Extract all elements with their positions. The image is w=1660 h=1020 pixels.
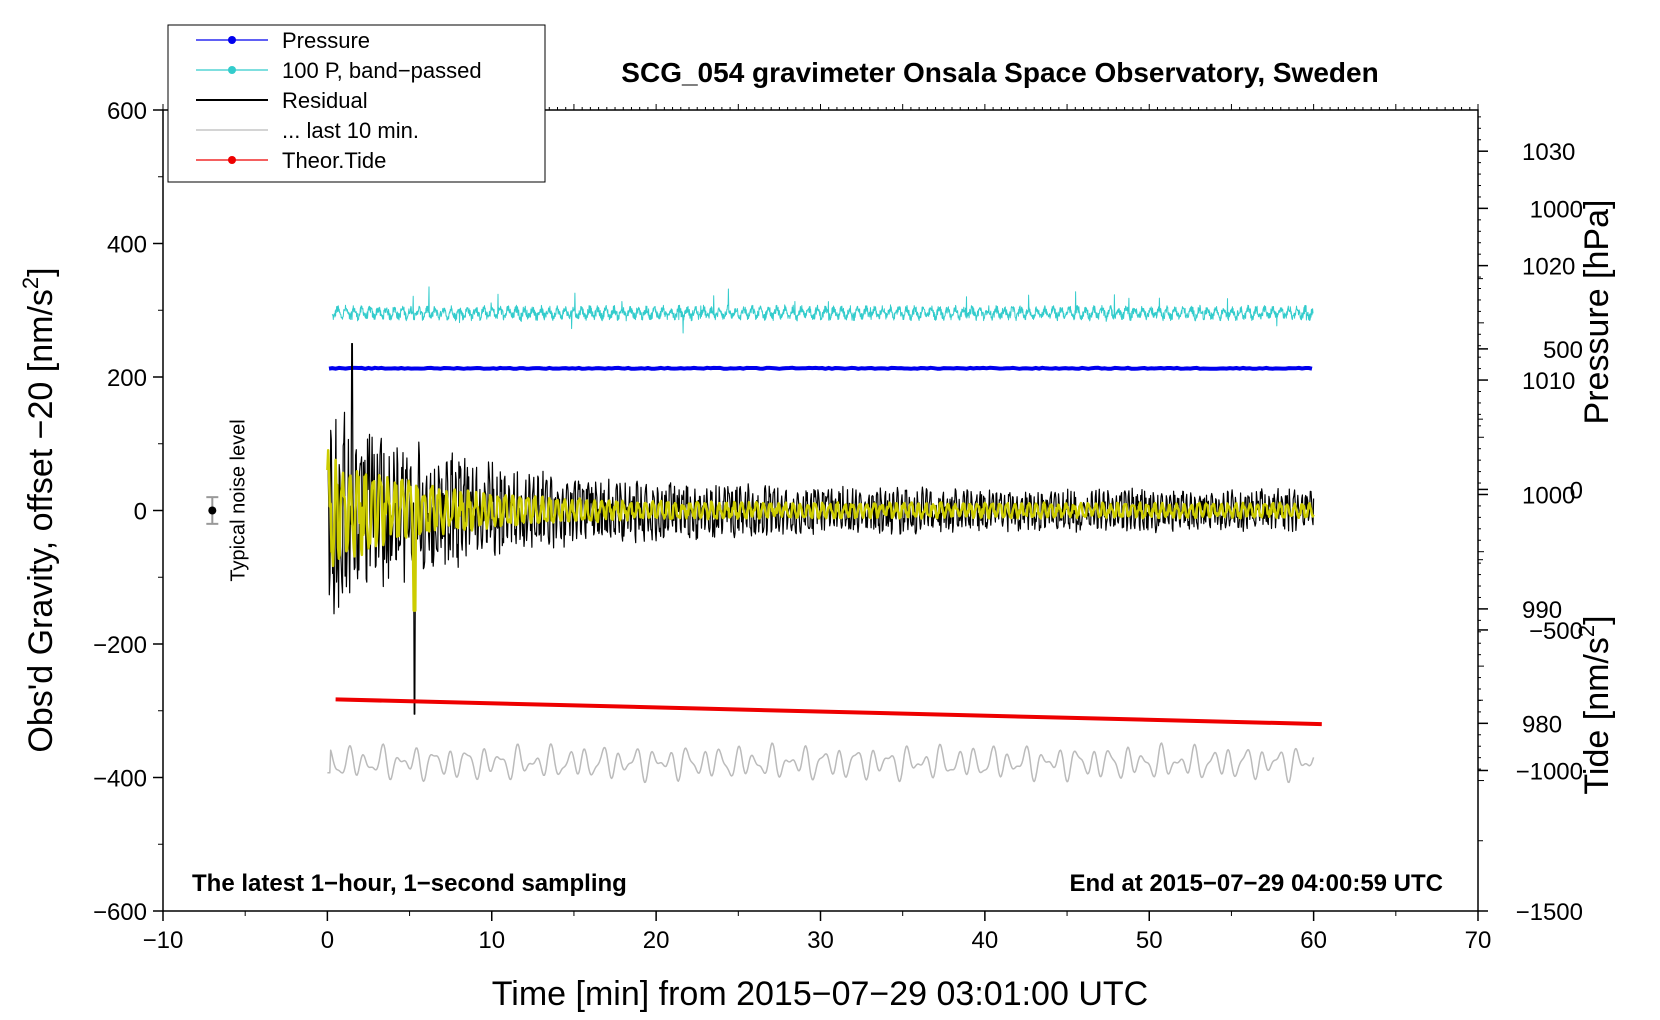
x-tick-label: −10 xyxy=(143,927,184,954)
noise-indicator: Typical noise level xyxy=(206,419,249,582)
y-axis-title-tide-sup: 2 xyxy=(1574,625,1599,637)
legend: Pressure 100 P, band−passed Residual ... la… xyxy=(167,24,546,183)
tide-tick-label: −1500 xyxy=(1516,899,1583,926)
series-pressure xyxy=(328,365,1313,371)
x-tick-label: 60 xyxy=(1300,927,1327,954)
x-tick-label: 30 xyxy=(807,927,834,954)
y-axis-title-tide-main: Tide [nm/s xyxy=(1578,637,1616,794)
tide-tick-label: −500 xyxy=(1529,618,1583,645)
y-tick-label: 0 xyxy=(134,499,147,526)
x-axis-ticks: −10 0 10 20 30 40 50 60 70 xyxy=(143,911,1492,954)
y-axis-title-left: Obs'd Gravity, offset −20 [nm/s2] xyxy=(18,267,60,752)
pressure-tick-label: 1010 xyxy=(1522,368,1575,395)
y-axis-title-pressure: Pressure [hPa] xyxy=(1578,200,1616,425)
pressure-tick-label: 990 xyxy=(1522,597,1562,624)
series-band-passed xyxy=(331,286,1314,334)
legend-label: ... last 10 min. xyxy=(282,118,419,143)
y-axis-title-tide-close: ] xyxy=(1578,615,1616,624)
y-axis-title-left-main: Obs'd Gravity, offset −20 [nm/s xyxy=(22,289,60,752)
legend-marker xyxy=(228,156,236,164)
x-tick-label: 50 xyxy=(1136,927,1163,954)
x-tick-label: 40 xyxy=(972,927,999,954)
x-tick-label: 0 xyxy=(321,927,334,954)
y-tick-label: 200 xyxy=(107,365,147,392)
pressure-tick-label: 1000 xyxy=(1522,482,1575,509)
legend-marker xyxy=(228,66,236,74)
pressure-tick-label: 1020 xyxy=(1522,254,1575,281)
y-tick-label: 600 xyxy=(107,98,147,125)
series-layer xyxy=(326,286,1322,784)
series-residual-filtered xyxy=(326,448,1315,612)
x-tick-label: 20 xyxy=(643,927,670,954)
y-axis-title-tide: Tide [nm/s2] xyxy=(1574,615,1616,794)
y-tick-label: −600 xyxy=(93,899,147,926)
y-axis-title-left-sup: 2 xyxy=(18,277,43,289)
x-tick-label: 10 xyxy=(478,927,505,954)
pressure-tick-label: 1030 xyxy=(1522,139,1575,166)
pressure-tick-label: 980 xyxy=(1522,711,1562,738)
noise-label: Typical noise level xyxy=(227,419,249,581)
legend-label: Theor.Tide xyxy=(282,148,386,173)
x-axis-title: Time [min] from 2015−07−29 03:01:00 UTC xyxy=(492,975,1148,1013)
series-last10 xyxy=(327,742,1315,784)
legend-marker xyxy=(228,36,236,44)
legend-label: Residual xyxy=(282,88,368,113)
y-tick-label: 400 xyxy=(107,232,147,259)
annotation-left: The latest 1−hour, 1−second sampling xyxy=(192,870,627,897)
legend-label: Pressure xyxy=(282,28,370,53)
x-tick-label: 70 xyxy=(1465,927,1492,954)
y-tick-label: −200 xyxy=(93,632,147,659)
chart-title: SCG_054 gravimeter Onsala Space Observat… xyxy=(621,57,1378,88)
left-axis-ticks: 600 400 200 0 −200 −400 −600 xyxy=(93,98,163,926)
legend-label: 100 P, band−passed xyxy=(282,58,482,83)
series-residual xyxy=(326,343,1315,715)
y-tick-label: −400 xyxy=(93,766,147,793)
noise-dot xyxy=(208,506,217,515)
annotation-right: End at 2015−07−29 04:00:59 UTC xyxy=(1069,870,1443,897)
tide-tick-label: 0 xyxy=(1570,477,1583,504)
series-tide xyxy=(335,697,1322,727)
y-axis-title-left-close: ] xyxy=(22,267,60,276)
legend-box xyxy=(167,24,546,183)
pressure-axis-ticks: 1030 1020 1010 1000 990 980 xyxy=(1478,116,1575,782)
tide-tick-label: 1000 xyxy=(1530,196,1583,223)
tide-tick-label: 500 xyxy=(1543,337,1583,364)
tide-axis-ticks: 1000 500 0 −500 −1000 −1500 xyxy=(1478,196,1583,926)
tide-tick-label: −1000 xyxy=(1516,758,1583,785)
